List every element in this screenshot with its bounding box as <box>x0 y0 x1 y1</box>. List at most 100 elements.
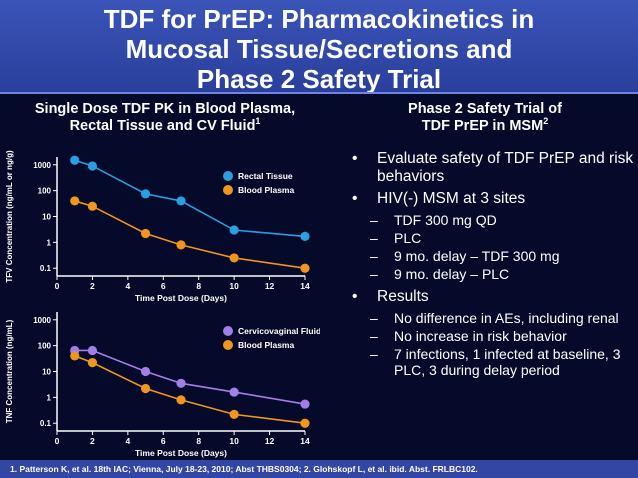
x-tick-label: 2 <box>90 436 95 446</box>
y-tick-label: 1000 <box>33 161 51 170</box>
data-point <box>229 409 239 419</box>
y-tick-label: 0.1 <box>40 264 52 273</box>
title-line-3: Phase 2 Safety Trial <box>196 64 442 94</box>
y-tick-label: 100 <box>38 342 52 351</box>
x-tick-label: 10 <box>229 436 239 446</box>
right-heading: Phase 2 Safety Trial of TDF PrEP in MSM2 <box>372 101 598 135</box>
x-tick-label: 4 <box>125 436 130 446</box>
dash-mark: – <box>370 212 378 228</box>
data-point <box>176 378 186 388</box>
series-line <box>74 349 306 405</box>
y-axis-label: TFV Concentration (ng/mL or ng/g) <box>5 150 14 283</box>
bullet-dot: • <box>352 150 358 167</box>
sub-bullet: –9 mo. delay – TDF 300 mg <box>352 248 636 264</box>
left-heading: Single Dose TDF PK in Blood Plasma, Rect… <box>6 101 324 135</box>
slide-title: TDF for PrEP: Pharmacokinetics in Mucosa… <box>0 4 638 94</box>
bullet-dot: • <box>352 288 358 305</box>
bullet-text: HIV(-) MSM at 3 sites <box>377 190 526 207</box>
y-tick-label: 0.1 <box>40 419 52 428</box>
legend-marker <box>223 326 233 336</box>
y-tick-label: 100 <box>38 187 52 196</box>
sub-bullet: –9 mo. delay – PLC <box>352 266 636 282</box>
data-point <box>87 201 98 211</box>
data-point <box>70 155 80 165</box>
y-tick-label: 1000 <box>33 316 51 325</box>
legend-label: Rectal Tissue <box>238 171 293 181</box>
x-tick-label: 2 <box>90 281 95 291</box>
data-point <box>70 196 80 206</box>
data-point <box>300 231 310 241</box>
title-line-2: Mucosal Tissue/Secretions and <box>125 34 513 64</box>
dash-mark: – <box>370 346 378 362</box>
x-tick-label: 4 <box>125 281 130 291</box>
data-point <box>87 161 98 171</box>
y-axis-label: TNF Concentration (ng/mL) <box>5 319 14 423</box>
data-point <box>176 196 186 206</box>
data-point <box>140 189 151 199</box>
sub-bullet-text: TDF 300 mg QD <box>394 212 497 228</box>
sub-bullet-text: 7 infections, 1 infected at baseline, 3 … <box>394 346 621 378</box>
x-tick-label: 6 <box>161 281 166 291</box>
dash-mark: – <box>370 266 378 282</box>
left-heading-ref: 1 <box>255 116 261 127</box>
right-heading-line-2: TDF PrEP in MSM2 <box>372 117 598 135</box>
data-point <box>300 263 310 273</box>
legend-marker <box>223 340 233 350</box>
y-tick-label: 1 <box>47 393 52 402</box>
dash-mark: – <box>370 310 378 326</box>
data-point <box>229 387 239 397</box>
bullet-results: • Results <box>352 288 636 306</box>
bullet-text: Results <box>377 288 429 305</box>
data-point <box>300 399 310 409</box>
right-heading-line-2-text: TDF PrEP in MSM <box>421 118 544 134</box>
data-point <box>87 358 98 368</box>
series-line <box>74 200 306 270</box>
dash-mark: – <box>370 230 378 246</box>
legend-marker <box>223 185 233 195</box>
legend-label: Blood Plasma <box>238 340 294 350</box>
x-tick-label: 12 <box>265 436 275 446</box>
y-tick-label: 1 <box>47 238 52 247</box>
data-point <box>140 366 151 377</box>
data-point <box>300 418 310 428</box>
data-point <box>87 345 98 356</box>
data-point <box>70 351 80 361</box>
sub-bullet-text: No difference in AEs, including renal <box>394 310 619 326</box>
title-divider <box>0 92 638 94</box>
dash-mark: – <box>370 248 378 264</box>
sub-bullet: – PLC <box>352 230 636 246</box>
left-heading-line-2: Rectal Tissue and CV Fluid1 <box>6 116 324 135</box>
data-point <box>140 228 151 239</box>
sub-bullet-text: 9 mo. delay – TDF 300 mg <box>394 248 560 264</box>
bullet-list: • Evaluate safety of TDF PrEP and risk be… <box>352 150 636 380</box>
sub-bullet: – TDF 300 mg QD <box>352 212 636 228</box>
right-heading-line-1: Phase 2 Safety Trial of <box>408 101 562 117</box>
bullet-text: Evaluate safety of TDF PrEP and risk beh… <box>377 150 634 185</box>
x-tick-label: 0 <box>55 281 60 291</box>
sub-bullet-text: PLC <box>394 230 422 246</box>
footer-references: 1. Patterson K, et al. 18th IAC; Vienna,… <box>0 460 638 478</box>
data-point <box>229 225 239 235</box>
y-tick-label: 10 <box>42 368 51 377</box>
data-point <box>176 240 186 250</box>
bullet-sites: • HIV(-) MSM at 3 sites <box>352 190 636 208</box>
sub-bullet: – No difference in AEs, including renal <box>352 310 636 326</box>
title-line-1: TDF for PrEP: Pharmacokinetics in <box>103 4 535 34</box>
rectal-plasma-pk-chart: 0.1 1 10 100 1000 0 2 4 6 8 10 12 14 Time Post Dose (… <box>5 150 310 303</box>
left-heading-line-1: Single Dose TDF PK in Blood Plasma, <box>34 101 296 117</box>
x-tick-label: 8 <box>196 436 201 446</box>
legend-label: Cervicovaginal Fluid <box>238 326 320 336</box>
left-heading-line-2-text: Rectal Tissue and CV Fluid <box>69 118 256 134</box>
sub-bullet: –7 infections, 1 infected at baseline, 3… <box>352 346 636 378</box>
x-tick-label: 6 <box>161 436 166 446</box>
x-tick-label: 10 <box>229 281 239 291</box>
sub-bullet-text: No increase in risk behavior <box>394 328 567 344</box>
y-tick-label: 10 <box>42 213 51 222</box>
cv-fluid-plasma-pk-chart: 0.1 1 10 100 1000 0 2 4 6 8 10 12 14 Time Post Dose (… <box>5 312 320 458</box>
bullet-evaluate: • Evaluate safety of TDF PrEP and risk be… <box>352 150 636 186</box>
title-bar <box>0 0 638 92</box>
legend-marker <box>223 171 233 181</box>
x-tick-label: 0 <box>55 436 60 446</box>
x-axis-label: Time Post Dose (Days) <box>135 448 227 458</box>
x-axis-label: Time Post Dose (Days) <box>135 293 227 303</box>
